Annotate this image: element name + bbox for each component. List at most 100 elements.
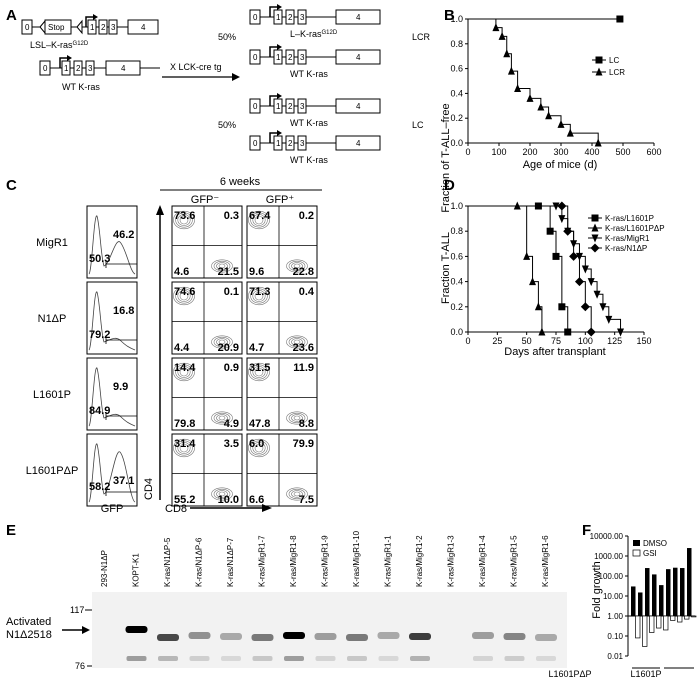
contour: [252, 366, 266, 378]
series-line: [468, 18, 599, 143]
quad-ll-pct: 4.4: [174, 342, 190, 354]
gsi-bar: [635, 615, 641, 639]
lane-label: K-ras/MigR1-6: [541, 535, 550, 587]
contour: [179, 215, 189, 225]
gsi-bar: [663, 615, 669, 631]
cd8-label: CD8: [165, 503, 187, 515]
quad-ll-pct: 4.7: [249, 342, 264, 354]
quad-ll-pct: 55.2: [174, 494, 195, 506]
chart-f: 0.01 0.10 1.00 10.00 100.00 1000.00 10000.00 DM…: [590, 532, 697, 669]
diamond-marker: [574, 277, 584, 287]
right-alleles: 0 1 2 3 4L–K-rasG12D 0 1 2 3 4WT K-ras 0 1 2 3 4WT K-r…: [249, 4, 381, 165]
wt-kras-label: WT K-ras: [62, 82, 100, 92]
contour: [213, 412, 231, 424]
contour: [211, 487, 233, 501]
lane-label: K-ras/MigR1-8: [289, 535, 298, 587]
y-tick-label: 0.6: [450, 64, 463, 74]
group1-label: L1601PΔP: [548, 669, 591, 679]
activated-arrowhead: [82, 626, 90, 634]
contour: [250, 440, 268, 456]
exon-4-label: 4: [141, 23, 146, 32]
hist-neg-pct: 79.2: [89, 329, 110, 341]
lane-label: 293-N1ΔP: [100, 550, 109, 587]
histogram-curve: [88, 291, 136, 351]
y-tick-label: 0.10: [607, 632, 623, 641]
promoter-arrow: [269, 6, 277, 17]
y-tick-label: 0.01: [607, 652, 623, 661]
bar-group-L1601PΔP-3: [645, 568, 655, 633]
chart-d-xlabel: Days after transplant: [504, 346, 606, 358]
contour: [179, 291, 189, 301]
dmso-bar: [638, 592, 643, 616]
lsl-kras-allele: 0 Stop 1 2 3 4 LSL–K-rasG12D: [21, 14, 159, 50]
contour: [213, 488, 231, 500]
quad-ul-pct: 31.4: [174, 438, 196, 450]
quad-ul-pct: 71.3: [249, 286, 270, 298]
panel-e-letter: E: [6, 522, 16, 539]
exon-4-label: 4: [356, 139, 361, 148]
row-label: L1601P: [33, 389, 71, 401]
triangle-marker: [591, 223, 599, 232]
wt-kras-allele-lcr: 0 1 2 3 4 WT K-ras: [249, 44, 381, 79]
diamond-marker: [586, 327, 596, 337]
lsl-kras-label: LSL–K-rasG12D: [30, 40, 89, 50]
contour: [211, 411, 233, 425]
triangle-marker: [557, 119, 565, 128]
histogram-curve: [88, 443, 136, 503]
contour: [179, 367, 189, 377]
quad-ur-pct: 0.3: [224, 210, 239, 222]
gsi-bar: [691, 615, 697, 618]
histogram-curve: [88, 367, 136, 427]
triangle-marker: [523, 251, 531, 260]
panel-d-letter: D: [444, 177, 455, 194]
exon-0-box: [249, 135, 261, 151]
wt-kras-allele-lc-1: 0 1 2 3 4 WT K-ras: [249, 93, 381, 128]
diamond-marker: [569, 251, 579, 261]
quad-ul-pct: 67.4: [249, 210, 271, 222]
plot-box: [171, 433, 243, 507]
gfp-pos-label: GFP⁺: [266, 194, 295, 206]
x-tick-label: 125: [607, 336, 622, 346]
quadrant-plot-neg: 74.6 0.1 4.4 20.9: [171, 281, 243, 355]
exon-3-box: [297, 49, 307, 65]
quadrant-plot-pos: 67.4 0.2 9.6 22.8: [246, 205, 318, 279]
contour: [177, 290, 191, 302]
exon-0-label: 0: [25, 23, 30, 32]
triangle-down-marker: [591, 234, 599, 243]
contour: [250, 364, 268, 380]
triangle-down-marker: [587, 278, 595, 287]
triangle-down-marker: [605, 315, 613, 324]
legend-gsi-swatch: [632, 549, 641, 557]
x-tick-label: 0: [465, 147, 470, 157]
plot-box: [246, 281, 318, 355]
quad-lr-pct: 21.5: [218, 266, 239, 278]
protein-band: [220, 633, 242, 640]
n1d2518-label: N1Δ2518: [6, 629, 52, 641]
square-marker: [595, 56, 603, 64]
panel-b-letter: B: [444, 7, 455, 24]
contour: [248, 438, 270, 458]
protein-band-lower: [158, 656, 178, 661]
triangle-marker: [492, 23, 500, 32]
l-kras-g12d-allele: 0 1 2 3 4 L–K-rasG12D: [249, 4, 381, 39]
contour: [179, 443, 189, 453]
quad-ll-pct: 47.8: [249, 418, 270, 430]
exon-3-label: 3: [111, 23, 116, 32]
series-K-ras/N1ΔP: K-ras/N1ΔP: [468, 201, 647, 337]
contour: [177, 214, 191, 226]
promoter-arrowhead: [277, 44, 282, 50]
bar-group-L1601PΔP-5: [659, 585, 669, 631]
exon-3-label: 3: [300, 53, 305, 62]
histogram-box: [86, 281, 138, 355]
contour: [254, 215, 264, 225]
protein-band-lower: [252, 656, 273, 661]
lane-label: K-ras/N1ΔP-7: [226, 537, 235, 587]
contour: [218, 339, 226, 345]
protein-band: [314, 633, 337, 640]
exon-2-box: [285, 98, 295, 114]
contour: [211, 335, 233, 349]
protein-band: [157, 634, 179, 641]
contour: [252, 214, 266, 226]
lane-label: K-ras/MigR1-2: [415, 535, 424, 587]
